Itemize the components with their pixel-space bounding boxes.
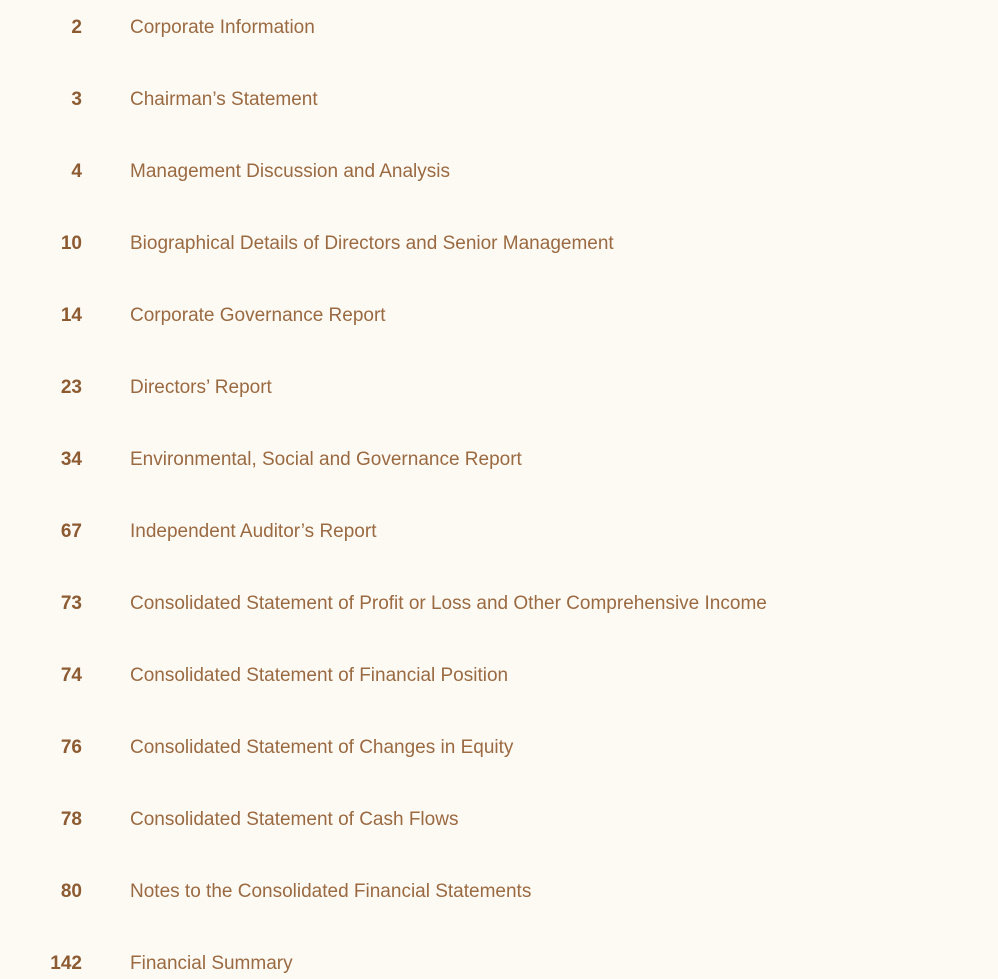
entry-title: Biographical Details of Directors and Se… xyxy=(130,233,614,254)
page-number: 78 xyxy=(60,809,82,830)
toc-entry: 3 Chairman’s Statement xyxy=(0,85,998,115)
page-number: 23 xyxy=(60,377,82,398)
page-number: 73 xyxy=(60,593,82,614)
entry-title: Notes to the Consolidated Financial Stat… xyxy=(130,881,532,902)
page-number: 67 xyxy=(60,521,82,542)
toc-entry: 73 Consolidated Statement of Profit or Lo… xyxy=(0,589,998,619)
page-number: 74 xyxy=(60,665,82,686)
page-number: 14 xyxy=(60,305,82,326)
toc-entry: 74 Consolidated Statement of Financial Po… xyxy=(0,661,998,691)
toc-entry: 80 Notes to the Consolidated Financial St… xyxy=(0,877,998,907)
entry-title: Independent Auditor’s Report xyxy=(130,521,377,542)
toc-entry: 142 Financial Summary xyxy=(0,949,998,979)
page-number: 34 xyxy=(60,449,82,470)
entry-title: Consolidated Statement of Cash Flows xyxy=(130,809,459,830)
toc-entry: 78 Consolidated Statement of Cash Flows xyxy=(0,805,998,835)
page-number: 142 xyxy=(50,953,82,974)
page-number: 10 xyxy=(60,233,82,254)
toc-entry: 4 Management Discussion and Analysis xyxy=(0,157,998,187)
page-number: 3 xyxy=(71,89,82,110)
toc-entry: 2 Corporate Information xyxy=(0,13,998,43)
entry-title: Consolidated Statement of Profit or Loss… xyxy=(130,593,767,614)
toc-entry: 23 Directors’ Report xyxy=(0,373,998,403)
toc-entry: 10 Biographical Details of Directors and … xyxy=(0,229,998,259)
entry-title: Directors’ Report xyxy=(130,377,272,398)
toc-entry: 14 Corporate Governance Report xyxy=(0,301,998,331)
entry-title: Chairman’s Statement xyxy=(130,89,318,110)
page-number: 80 xyxy=(60,881,82,902)
page-number: 2 xyxy=(71,17,82,38)
page-number: 4 xyxy=(71,161,82,182)
entry-title: Consolidated Statement of Changes in Equ… xyxy=(130,737,514,758)
toc-entry: 34 Environmental, Social and Governance R… xyxy=(0,445,998,475)
page-number: 76 xyxy=(60,737,82,758)
toc-entry: 76 Consolidated Statement of Changes in E… xyxy=(0,733,998,763)
entry-title: Management Discussion and Analysis xyxy=(130,161,451,182)
entry-title: Corporate Information xyxy=(130,17,315,38)
entry-title: Corporate Governance Report xyxy=(130,305,386,326)
toc-entry: 67 Independent Auditor’s Report xyxy=(0,517,998,547)
entry-title: Environmental, Social and Governance Rep… xyxy=(130,449,522,470)
entry-title: Financial Summary xyxy=(130,953,293,974)
entry-title: Consolidated Statement of Financial Posi… xyxy=(130,665,509,686)
